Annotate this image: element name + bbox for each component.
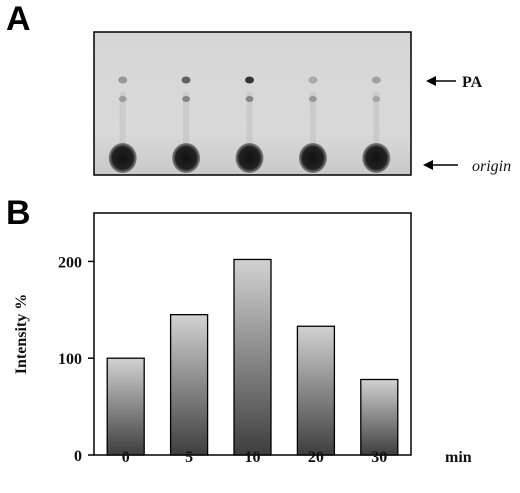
bar-10 xyxy=(233,258,272,456)
tlc-lane xyxy=(362,76,391,173)
x-axis-label: min xyxy=(445,449,472,466)
pa-label: PA xyxy=(462,74,483,91)
origin-spot xyxy=(235,143,264,173)
minor-spot xyxy=(308,96,317,102)
tlc-streak xyxy=(183,92,190,152)
bar-chart: 0 100 200 0 5 10 20 30 min Intensity % xyxy=(13,212,472,466)
tlc-lane xyxy=(172,76,201,173)
minor-spot xyxy=(118,96,127,102)
tlc-streak xyxy=(246,92,253,152)
x-tick-label: 0 xyxy=(122,449,130,466)
tlc-lane xyxy=(298,76,327,173)
minor-spot xyxy=(372,96,381,102)
x-tick-label: 20 xyxy=(308,449,324,466)
minor-spot xyxy=(182,96,191,102)
tlc-lane xyxy=(108,76,137,173)
panel-b-label: B xyxy=(6,194,31,232)
minor-spot xyxy=(245,96,254,102)
origin-spot xyxy=(362,143,391,173)
panel-a-label: A xyxy=(6,0,31,38)
origin-label: origin xyxy=(472,158,511,175)
tlc-streak xyxy=(119,92,126,152)
pa-arrow xyxy=(426,76,456,86)
x-tick-label: 30 xyxy=(371,449,387,466)
pa-spot xyxy=(308,76,318,84)
y-tick-label: 200 xyxy=(58,254,82,271)
pa-spot xyxy=(181,76,191,84)
bar-0 xyxy=(106,357,145,456)
bar-20 xyxy=(296,325,336,456)
bar-5 xyxy=(169,313,209,456)
origin-spot xyxy=(298,143,327,173)
x-tick-label: 5 xyxy=(185,449,193,466)
y-axis-label: Intensity % xyxy=(13,294,30,374)
tlc-lane xyxy=(235,76,264,173)
tlc-streak xyxy=(309,92,316,152)
pa-spot xyxy=(371,76,381,84)
y-tick-label: 100 xyxy=(58,351,82,368)
bar-30 xyxy=(360,378,399,456)
x-tick-label: 10 xyxy=(245,449,261,466)
tlc-streak xyxy=(373,92,380,152)
y-tick-label: 0 xyxy=(74,448,82,465)
pa-spot xyxy=(245,76,254,84)
tlc-plate xyxy=(93,31,412,176)
pa-spot xyxy=(118,76,128,84)
origin-spot xyxy=(172,143,201,173)
origin-arrow xyxy=(423,160,458,170)
origin-spot xyxy=(108,143,137,173)
